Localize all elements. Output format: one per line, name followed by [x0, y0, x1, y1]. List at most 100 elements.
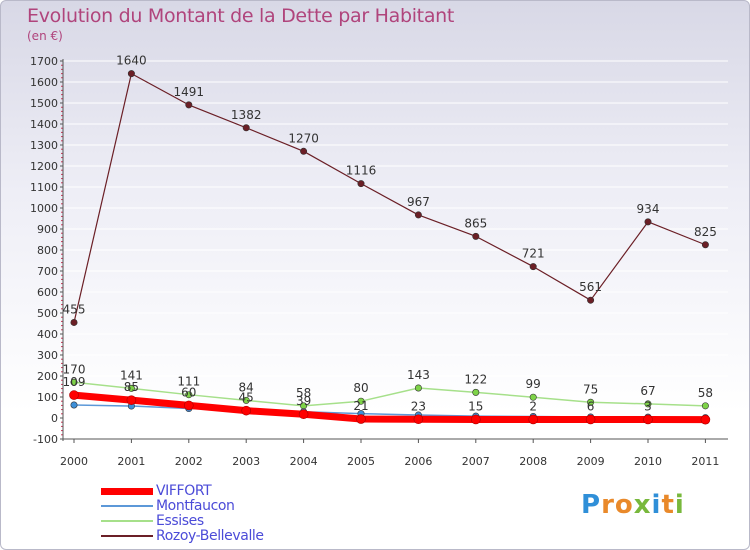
y-tick-label: 1300 [30, 139, 58, 152]
logo-letter: i [651, 490, 662, 520]
data-point-viffort [413, 414, 424, 425]
data-point-viffort [126, 395, 137, 405]
y-tick-label: 1700 [30, 55, 58, 68]
data-point-viffort [585, 414, 596, 425]
data-point-essises [357, 397, 365, 405]
logo-letter: o [614, 490, 634, 520]
data-point-rozoy-bellevalle [357, 180, 365, 188]
x-tick-label: 2010 [634, 455, 662, 468]
series-essises: 170 141 111 84 58 80 143 122 99 75 67 58 [63, 362, 713, 410]
data-label-viffort: 21 [353, 399, 368, 413]
data-label-essises: 67 [640, 384, 655, 398]
data-label-viffort: 23 [411, 399, 426, 413]
chart-title: Evolution du Montant de la Dette par Hab… [27, 5, 455, 27]
series-viffort: 109 85 60 45 39 21 23 15 2 6 3 [63, 375, 711, 425]
y-tick-label: 500 [37, 307, 58, 320]
data-label-essises: 58 [698, 386, 713, 400]
data-label-rozoy-bellevalle: 934 [637, 202, 660, 216]
data-label-viffort: 39 [296, 394, 311, 408]
data-label-viffort: 109 [63, 375, 86, 389]
data-point-rozoy-bellevalle [472, 232, 480, 240]
data-point-essises [644, 400, 652, 408]
data-point-viffort [184, 400, 194, 411]
legend-swatch [101, 487, 153, 495]
data-point-essises [529, 393, 537, 401]
data-label-essises: 170 [63, 362, 86, 376]
legend-label: VIFFORT [156, 483, 212, 499]
x-tick-label: 2008 [519, 455, 547, 468]
legend-label: Rozoy-Bellevalle [156, 528, 264, 544]
data-label-essises: 122 [464, 372, 487, 386]
data-label-essises: 99 [526, 377, 541, 391]
data-point-rozoy-bellevalle [242, 124, 250, 132]
legend-label: Montfaucon [156, 498, 235, 514]
data-point-rozoy-bellevalle [587, 296, 595, 304]
data-point-viffort [643, 414, 653, 425]
x-tick-label: 2003 [232, 455, 260, 468]
y-tick-label: 300 [37, 349, 58, 362]
data-point-rozoy-bellevalle [127, 70, 135, 78]
legend-label: Essises [156, 513, 204, 529]
logo-letter: P [581, 490, 602, 520]
data-point-rozoy-bellevalle [701, 241, 709, 249]
logo-letter: r [601, 490, 615, 520]
data-point-essises [242, 396, 250, 404]
series-line-viffort [70, 391, 709, 424]
series-line-essises [73, 381, 707, 407]
y-tick-label: 800 [37, 244, 58, 257]
x-tick-label: 2001 [117, 455, 145, 468]
data-label-essises: 143 [407, 368, 430, 382]
x-tick-label: 2011 [691, 455, 719, 468]
y-tick-label: 1600 [30, 76, 58, 89]
data-label-rozoy-bellevalle: 865 [464, 216, 487, 230]
data-label-essises: 111 [177, 375, 200, 389]
x-tick-label: 2007 [462, 455, 490, 468]
data-point-essises [185, 391, 193, 399]
x-tick-label: 2006 [404, 455, 432, 468]
unit-label: (en €) [27, 29, 63, 43]
data-point-viffort [69, 390, 79, 400]
data-point-viffort [700, 414, 711, 425]
logo-letter: t [661, 490, 675, 520]
y-tick-label: 1200 [30, 160, 58, 173]
logo-letter: x [633, 490, 652, 520]
y-tick-label: 600 [37, 286, 58, 299]
data-label-essises: 84 [239, 380, 254, 394]
data-point-viffort [241, 405, 251, 416]
data-point-rozoy-bellevalle [185, 101, 193, 109]
data-label-rozoy-bellevalle: 455 [63, 302, 86, 316]
x-tick-label: 2005 [347, 455, 375, 468]
data-label-viffort: 15 [468, 399, 483, 413]
data-point-essises [472, 388, 480, 396]
y-tick-label: 100 [37, 391, 58, 404]
data-point-viffort [470, 414, 481, 425]
y-tick-label: 1400 [30, 118, 58, 131]
data-point-rozoy-bellevalle [300, 147, 308, 155]
data-point-viffort [356, 414, 366, 424]
data-point-rozoy-bellevalle [70, 318, 78, 326]
data-label-viffort: 2 [529, 399, 537, 413]
data-point-essises [414, 384, 422, 392]
data-label-rozoy-bellevalle: 1640 [116, 54, 147, 68]
x-tick-label: 2000 [60, 455, 88, 468]
y-tick-label: 1000 [30, 202, 58, 215]
x-tick-label: 2009 [577, 455, 605, 468]
x-tick-label: 2004 [290, 455, 318, 468]
legend-swatch [101, 505, 153, 507]
data-label-rozoy-bellevalle: 1491 [174, 85, 205, 99]
y-tick-label: 900 [37, 223, 58, 236]
x-tick-label: 2002 [175, 455, 203, 468]
y-tick-label: 0 [51, 412, 58, 425]
y-tick-label: 1500 [30, 97, 58, 110]
data-label-rozoy-bellevalle: 561 [579, 280, 602, 294]
data-point-essises [127, 384, 135, 392]
data-point-montfaucon [70, 401, 78, 409]
data-label-essises: 58 [296, 386, 311, 400]
data-label-rozoy-bellevalle: 1382 [231, 108, 262, 122]
series-line-rozoy-bellevalle [73, 72, 707, 324]
data-point-rozoy-bellevalle [414, 211, 422, 219]
legend-swatch [101, 535, 153, 537]
data-label-viffort: 6 [587, 399, 595, 413]
